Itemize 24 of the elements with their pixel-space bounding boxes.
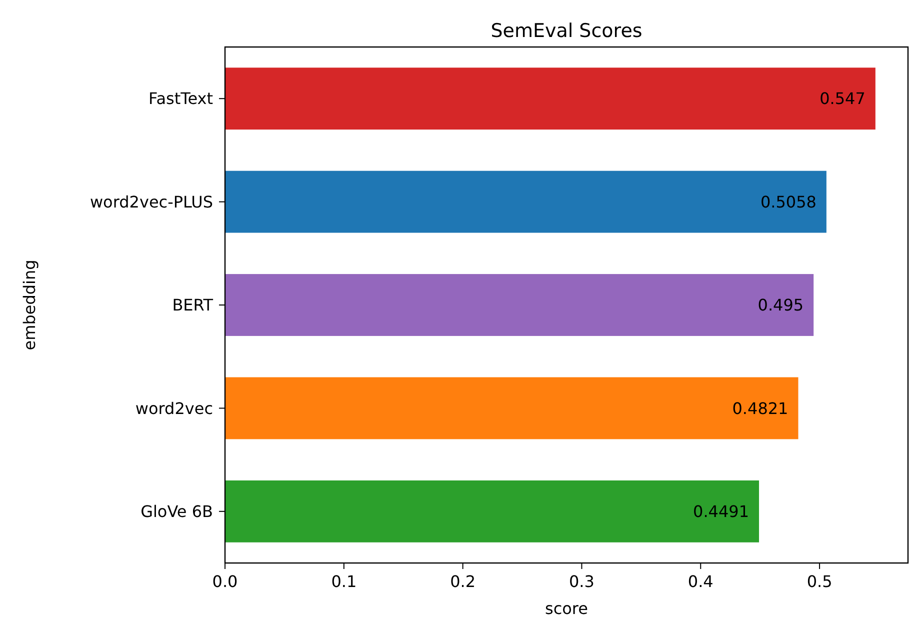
data-label: 0.4821 [732,398,788,418]
data-label: 0.547 [820,89,866,108]
x-tick-label: 0.0 [212,572,238,591]
x-tick-label: 0.3 [568,572,594,591]
bar [225,480,760,542]
bar [225,274,814,336]
y-tick-label: word2vec-PLUS [90,192,213,212]
bar [225,170,826,233]
data-label: 0.495 [758,296,804,315]
y-axis-title: embedding [20,260,39,350]
y-tick-label: GloVe 6B [140,502,213,521]
x-tick-label: 0.2 [450,572,476,591]
bar [225,377,798,440]
data-label: 0.4491 [693,502,750,521]
chart-title: SemEval Scores [490,20,642,42]
x-tick-label: 0.1 [331,572,357,591]
x-tick-label: 0.4 [688,572,714,591]
y-tick-label: BERT [172,296,214,315]
x-axis-title: score [545,599,588,618]
bar [225,68,876,130]
x-tick-label: 0.5 [806,572,832,591]
y-tick-label: FastText [148,89,213,108]
data-label: 0.5058 [760,192,816,212]
y-tick-label: word2vec [135,398,213,418]
